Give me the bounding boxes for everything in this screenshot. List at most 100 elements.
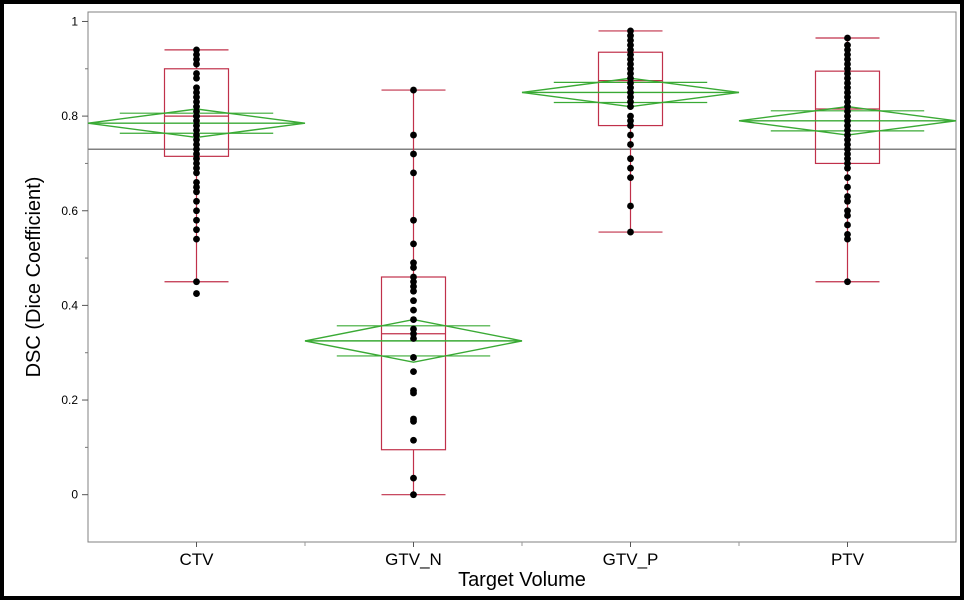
data-point [627, 55, 634, 63]
data-point [844, 112, 851, 120]
data-point [627, 36, 634, 44]
data-point [193, 141, 200, 148]
data-point [193, 89, 200, 96]
plot-border [87, 11, 957, 543]
data-point [627, 46, 634, 54]
data-point [410, 417, 417, 425]
data-point [193, 126, 200, 134]
data-point [410, 259, 417, 267]
data-point [410, 368, 417, 376]
y-tick-label: 0.4 [61, 298, 78, 312]
group-ptv [738, 34, 957, 286]
data-point [627, 112, 634, 120]
plot-area [87, 11, 957, 543]
data-point [627, 79, 634, 87]
data-point [627, 174, 634, 182]
groups-layer [87, 27, 957, 499]
data-point [193, 51, 200, 58]
data-point [193, 112, 200, 120]
data-point [193, 235, 200, 243]
y-tick-label: 0.2 [61, 393, 78, 407]
data-point [410, 325, 417, 333]
data-point [193, 122, 200, 129]
x-tick-label-ctv: CTV [180, 550, 215, 569]
data-point [410, 273, 417, 281]
data-point [410, 216, 417, 224]
data-point [844, 212, 851, 219]
data-point [193, 117, 200, 125]
data-point [627, 32, 634, 40]
data-point [627, 103, 634, 111]
data-point [193, 226, 200, 234]
data-point [844, 150, 851, 158]
data-point [844, 174, 851, 182]
data-point [844, 193, 851, 200]
data-point [844, 41, 851, 49]
chart-frame: 0 0.2 0.4 0.6 0.8 1 CTV GTV_N GTV_P PTV Target V… [4, 4, 960, 596]
data-point [410, 86, 417, 94]
data-point [193, 216, 200, 224]
data-point [627, 60, 634, 68]
data-point [410, 297, 417, 305]
data-point [410, 330, 417, 338]
data-point [410, 264, 417, 271]
data-point [844, 197, 851, 205]
data-point [844, 34, 851, 42]
y-tick-label: 0.6 [61, 204, 78, 218]
group-ctv [87, 46, 306, 297]
data-point [627, 228, 634, 236]
data-point [410, 316, 417, 323]
data-point [410, 278, 417, 286]
data-point [193, 60, 200, 68]
data-point [844, 136, 851, 144]
data-point [844, 79, 851, 87]
data-point [410, 287, 417, 295]
data-point [844, 107, 851, 115]
y-tick-label: 0.8 [61, 109, 78, 123]
data-point [844, 103, 851, 111]
data-point [193, 46, 200, 54]
data-point [410, 131, 417, 139]
data-point [627, 122, 634, 129]
data-point [193, 70, 200, 77]
data-point [193, 278, 200, 286]
data-point [193, 103, 200, 111]
data-point [844, 51, 851, 58]
x-tick-label-gtv-n: GTV_N [385, 550, 442, 569]
x-tick-label-ptv: PTV [831, 550, 865, 569]
data-point [410, 150, 417, 158]
data-point [627, 51, 634, 58]
data-point [627, 65, 634, 73]
data-point [627, 27, 634, 35]
data-point [844, 74, 851, 82]
data-point [193, 164, 200, 172]
data-point [627, 70, 634, 77]
data-point [410, 306, 417, 314]
data-point [193, 169, 200, 177]
data-point [844, 141, 851, 148]
data-point [844, 164, 851, 172]
data-point [193, 98, 200, 106]
y-tick-label: 1 [71, 14, 78, 28]
data-point [410, 283, 417, 290]
data-point [844, 131, 851, 139]
data-point [627, 89, 634, 96]
data-point [193, 136, 200, 144]
y-tick-label: 0 [71, 488, 78, 502]
data-point [193, 197, 200, 205]
data-point [844, 231, 851, 238]
data-point [410, 389, 417, 397]
data-point [844, 55, 851, 63]
data-point [193, 155, 200, 163]
data-point [193, 290, 200, 297]
data-point [844, 117, 851, 125]
y-axis: 0 0.2 0.4 0.6 0.8 1 [61, 14, 88, 502]
data-point [844, 70, 851, 77]
data-point [844, 207, 851, 215]
data-point [627, 93, 634, 101]
data-point [627, 98, 634, 106]
data-point [844, 160, 851, 167]
data-point [627, 117, 634, 125]
data-point [844, 126, 851, 134]
data-point [410, 491, 417, 499]
